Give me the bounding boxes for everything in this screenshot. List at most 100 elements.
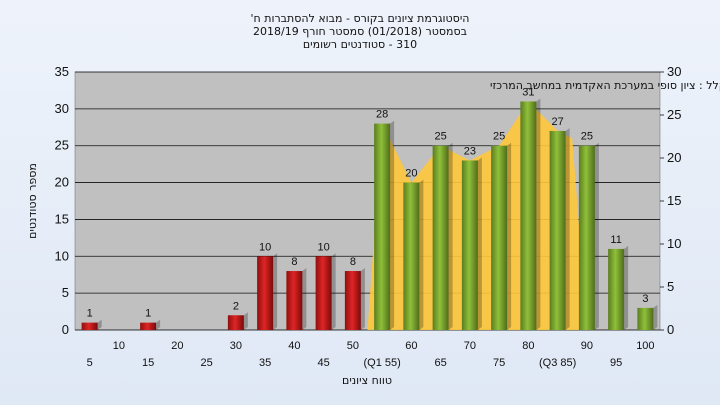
y2-tick-label: 10: [667, 236, 681, 251]
bar-shade: [419, 179, 424, 330]
bar-shade: [331, 253, 336, 330]
value-label: 25: [435, 131, 447, 143]
x-tick-label: 35: [259, 357, 271, 369]
y-axis-title: מספר סטודנטים: [26, 163, 39, 239]
bar: [257, 256, 274, 330]
y-tick-label: 0: [62, 322, 69, 337]
y-tick-label: 15: [55, 211, 69, 226]
y2-tick-label: 20: [667, 150, 681, 165]
x-tick-label: 15: [142, 357, 154, 369]
y2-tick-label: 15: [667, 193, 681, 208]
bar-shade: [594, 142, 599, 330]
x-axis-title: טווח ציונים: [342, 374, 392, 387]
y2-tick-label: 0: [667, 322, 674, 337]
x-tick-label: 50: [347, 340, 359, 352]
y-tick-label: 35: [55, 64, 69, 79]
bar: [344, 271, 361, 330]
x-tick-label: 95: [610, 357, 622, 369]
bar: [315, 256, 332, 330]
x-tick-label: 10: [113, 340, 125, 352]
y2-tick-label: 5: [667, 279, 674, 294]
bar-shade: [302, 268, 307, 330]
x-tick-label: 5: [87, 357, 93, 369]
bar-shade: [273, 253, 278, 330]
bar: [520, 101, 537, 330]
y-tick-label: 20: [55, 175, 69, 190]
bars-group: [81, 98, 658, 330]
bar: [403, 182, 420, 330]
bar: [549, 130, 566, 330]
bar: [140, 322, 157, 330]
bar: [81, 322, 98, 330]
x-tick-label: 90: [581, 340, 593, 352]
value-label: 10: [318, 241, 330, 253]
y-tick-label: 25: [55, 138, 69, 153]
x-tick-label: (Q1 55): [363, 357, 400, 369]
bar: [286, 271, 303, 330]
x-tick-label: 25: [201, 357, 213, 369]
bar: [461, 160, 478, 330]
bar: [227, 315, 244, 330]
x-tick-label: 40: [288, 340, 300, 352]
x-tick-label: 100: [636, 340, 654, 352]
value-label: 2: [233, 300, 239, 312]
bar-shade: [448, 142, 453, 330]
bar: [608, 248, 625, 330]
y-tick-label: 10: [55, 248, 69, 263]
chart-title: היסטוגרמת ציונים בקורס - מבוא להסתברות ח…: [251, 12, 470, 51]
bar: [637, 307, 654, 330]
bar-shade: [390, 120, 395, 330]
bar-shade: [360, 268, 365, 330]
annotation-text: במשוקלל : ציון סופי במערכת האקדמית במחשב…: [490, 79, 720, 92]
bar-shade: [624, 245, 629, 330]
x-tick-label: 45: [318, 357, 330, 369]
y2-tick-label: 30: [667, 64, 681, 79]
bar: [374, 123, 391, 330]
value-label: 10: [259, 241, 271, 253]
value-label: 1: [87, 308, 93, 320]
bar: [578, 145, 595, 330]
value-label: 25: [581, 131, 593, 143]
y-axis-right: 0 5 10 15 20 25 30: [660, 64, 681, 337]
value-label: 23: [464, 145, 476, 157]
bar-shade: [97, 319, 102, 330]
value-label: 8: [291, 256, 297, 268]
y2-tick-label: 25: [667, 107, 681, 122]
y-tick-label: 30: [55, 101, 69, 116]
x-tick-label: 20: [171, 340, 183, 352]
title-line-2: בסמסטר (01/2018) סמסטר חורף 2018/19: [253, 25, 467, 38]
bar-shade: [653, 304, 658, 330]
value-label: 1: [145, 308, 151, 320]
value-label: 11: [610, 234, 621, 246]
bar-shade: [565, 127, 570, 330]
value-label: 27: [552, 116, 564, 128]
bar-shade: [156, 319, 161, 330]
bar-shade: [536, 98, 541, 330]
x-tick-label: 30: [230, 340, 242, 352]
value-label: 28: [376, 109, 388, 121]
y-axis-left: 0 5 10 15 20 25 30 35: [55, 64, 69, 337]
value-label: 8: [350, 256, 356, 268]
value-label: 3: [642, 293, 648, 305]
x-tick-label: 80: [522, 340, 534, 352]
bar: [491, 145, 508, 330]
y-tick-label: 5: [62, 285, 69, 300]
value-label: 20: [405, 168, 417, 180]
bar: [432, 145, 449, 330]
x-tick-label: 70: [464, 340, 476, 352]
x-tick-label: (Q3 85): [539, 357, 576, 369]
x-tick-label: 65: [435, 357, 447, 369]
bar-shade: [507, 142, 512, 330]
title-line-1: היסטוגרמת ציונים בקורס - מבוא להסתברות ח…: [251, 12, 470, 25]
title-line-3: 310 - סטודנטים רשומים: [303, 38, 417, 51]
bar-shade: [243, 312, 248, 330]
x-tick-label: 75: [493, 357, 505, 369]
value-label: 25: [493, 131, 505, 143]
x-tick-label: 60: [405, 340, 417, 352]
value-label: 31: [522, 86, 534, 98]
x-axis: 5 10 15 20 25 30 35 40 45 50 (Q1 55) 60 65 70 75 80 (Q3 …: [87, 340, 655, 369]
bar-shade: [477, 157, 482, 330]
